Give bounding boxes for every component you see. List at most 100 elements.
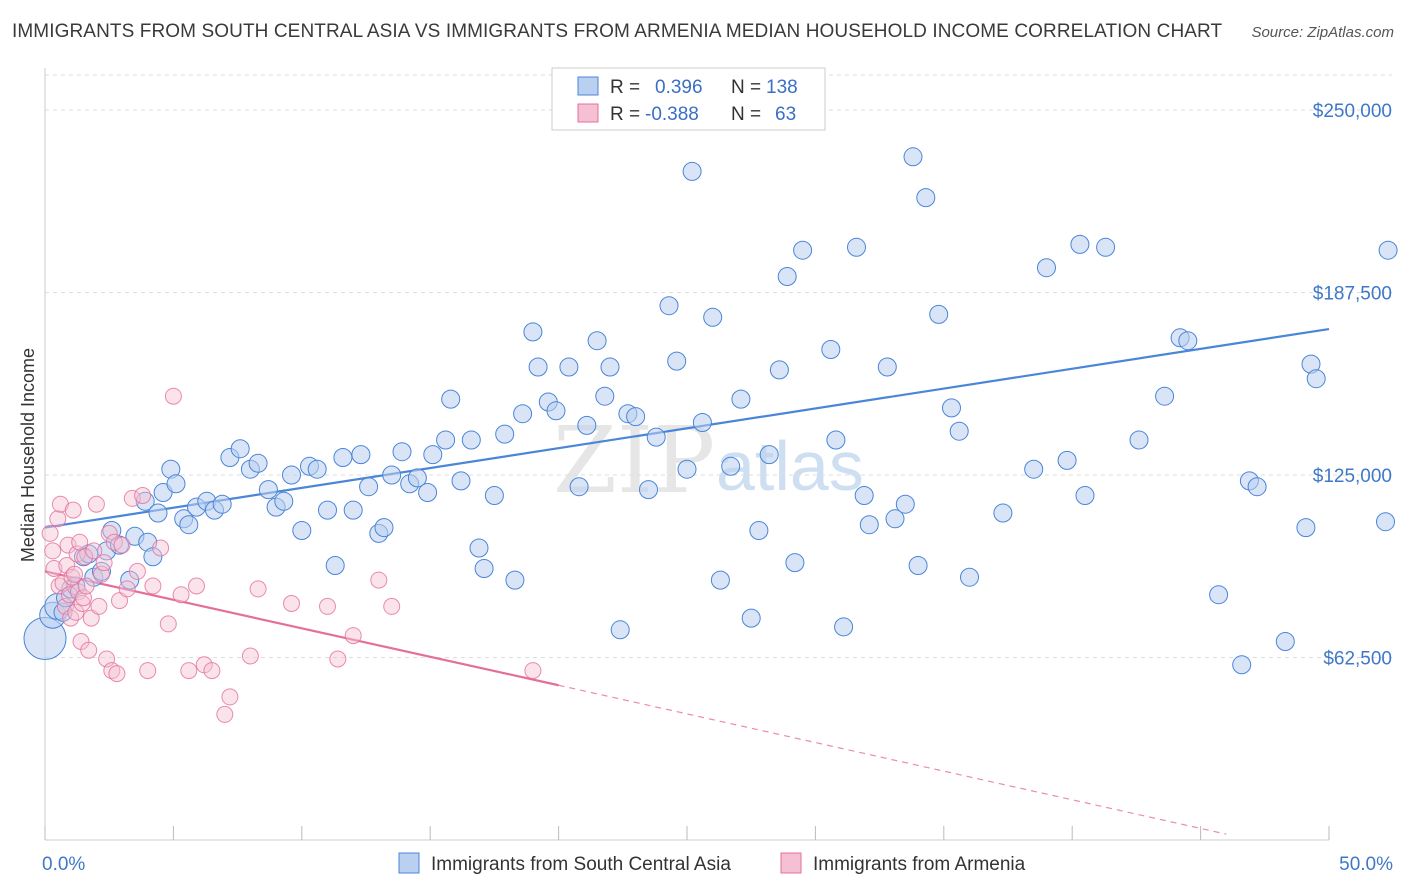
point-south-central-asia <box>423 445 443 465</box>
point-south-central-asia <box>418 483 438 502</box>
point-armenia <box>85 542 103 560</box>
bottom-legend-label-pink: Immigrants from Armenia <box>813 854 1026 875</box>
point-south-central-asia <box>721 456 741 476</box>
point-south-central-asia <box>495 424 515 444</box>
trend-lines <box>44 327 1330 835</box>
tick-labels: $62,500 $125,000 $187,500 $250,000 0.0% 50.0% <box>42 101 1393 875</box>
point-south-central-asia <box>569 477 589 497</box>
point-south-central-asia <box>785 553 805 573</box>
point-south-central-asia <box>659 296 679 316</box>
point-south-central-asia <box>929 304 949 324</box>
point-south-central-asia <box>826 430 846 450</box>
point-south-central-asia <box>1232 655 1252 675</box>
point-south-central-asia <box>392 442 412 462</box>
point-armenia <box>76 548 94 566</box>
point-armenia <box>73 595 91 612</box>
point-armenia <box>41 524 59 542</box>
point-armenia <box>383 597 401 615</box>
point-south-central-asia <box>351 445 371 465</box>
point-south-central-asia <box>859 515 879 535</box>
point-south-central-asia <box>949 421 969 441</box>
point-armenia <box>283 595 300 612</box>
point-south-central-asia <box>135 491 155 511</box>
bottom-legend-swatch-blue <box>398 852 420 874</box>
point-south-central-asia <box>559 357 579 377</box>
point-armenia <box>118 580 136 598</box>
point-south-central-asia <box>441 389 461 409</box>
point-armenia <box>64 501 82 519</box>
point-south-central-asia <box>895 494 915 514</box>
point-armenia <box>60 586 78 604</box>
point-south-central-asia <box>1155 386 1175 406</box>
point-south-central-asia <box>626 407 646 427</box>
legend-n-label-blue: N = <box>731 77 761 98</box>
point-armenia <box>77 577 95 595</box>
point-armenia <box>524 662 542 680</box>
point-armenia <box>113 536 131 554</box>
point-south-central-asia <box>282 465 301 485</box>
y-tick-label: $62,500 <box>1323 649 1392 670</box>
point-south-central-asia <box>469 538 489 558</box>
point-armenia <box>128 562 146 580</box>
point-armenia <box>95 554 113 572</box>
point-south-central-asia <box>1306 369 1326 389</box>
point-south-central-asia <box>274 491 294 511</box>
point-south-central-asia <box>885 509 905 529</box>
point-armenia <box>172 586 190 604</box>
point-armenia <box>134 487 152 504</box>
point-armenia <box>370 571 388 589</box>
point-armenia <box>71 533 89 551</box>
point-south-central-asia <box>1057 450 1077 470</box>
point-south-central-asia <box>639 480 658 500</box>
point-south-central-asia <box>677 459 697 479</box>
point-south-central-asia <box>703 307 723 327</box>
point-south-central-asia <box>1376 512 1395 532</box>
point-south-central-asia <box>248 453 268 473</box>
point-south-central-asia <box>854 486 874 505</box>
point-south-central-asia <box>646 427 666 447</box>
point-armenia <box>111 592 128 610</box>
point-armenia <box>87 495 105 513</box>
point-south-central-asia <box>292 521 312 540</box>
y-tick-label: $125,000 <box>1313 466 1392 487</box>
point-south-central-asia <box>749 521 769 540</box>
point-armenia <box>49 510 67 528</box>
chart-title: IMMIGRANTS FROM SOUTH CENTRAL ASIA VS IM… <box>12 21 1223 42</box>
point-south-central-asia <box>474 559 494 578</box>
legend-n-value-pink: 63 <box>775 104 796 125</box>
legend-r-label-blue: R = <box>610 77 640 98</box>
axes <box>44 68 1330 841</box>
point-south-central-asia <box>1075 486 1095 505</box>
point-south-central-asia <box>523 322 543 342</box>
point-south-central-asia <box>793 240 813 260</box>
point-south-central-asia <box>179 515 199 535</box>
legend-r-value-blue: 0.396 <box>655 77 703 98</box>
point-armenia <box>123 489 141 507</box>
point-south-central-asia <box>374 518 394 538</box>
x-tick-label-min: 0.0% <box>42 854 85 875</box>
point-south-central-asia <box>960 567 979 587</box>
point-armenia <box>152 539 170 557</box>
point-south-central-asia <box>759 445 779 465</box>
point-south-central-asia <box>777 267 797 286</box>
point-south-central-asia <box>1129 430 1149 450</box>
legend-swatch-blue <box>577 76 599 96</box>
point-south-central-asia <box>682 161 702 181</box>
x-tick-label-max: 50.0% <box>1339 854 1393 875</box>
point-south-central-asia <box>1209 585 1229 605</box>
point-south-central-asia <box>513 404 533 424</box>
series-south-central-asia <box>23 147 1398 675</box>
point-south-central-asia <box>600 357 620 377</box>
point-armenia <box>319 597 336 615</box>
point-south-central-asia <box>595 386 615 406</box>
point-south-central-asia <box>1247 477 1267 497</box>
point-armenia <box>164 387 182 405</box>
point-south-central-asia <box>1024 459 1044 479</box>
point-south-central-asia <box>821 340 841 359</box>
point-south-central-asia <box>333 448 353 467</box>
point-south-central-asia <box>1070 234 1090 254</box>
point-armenia <box>203 662 221 680</box>
point-south-central-asia <box>382 465 402 485</box>
point-armenia <box>329 650 347 668</box>
